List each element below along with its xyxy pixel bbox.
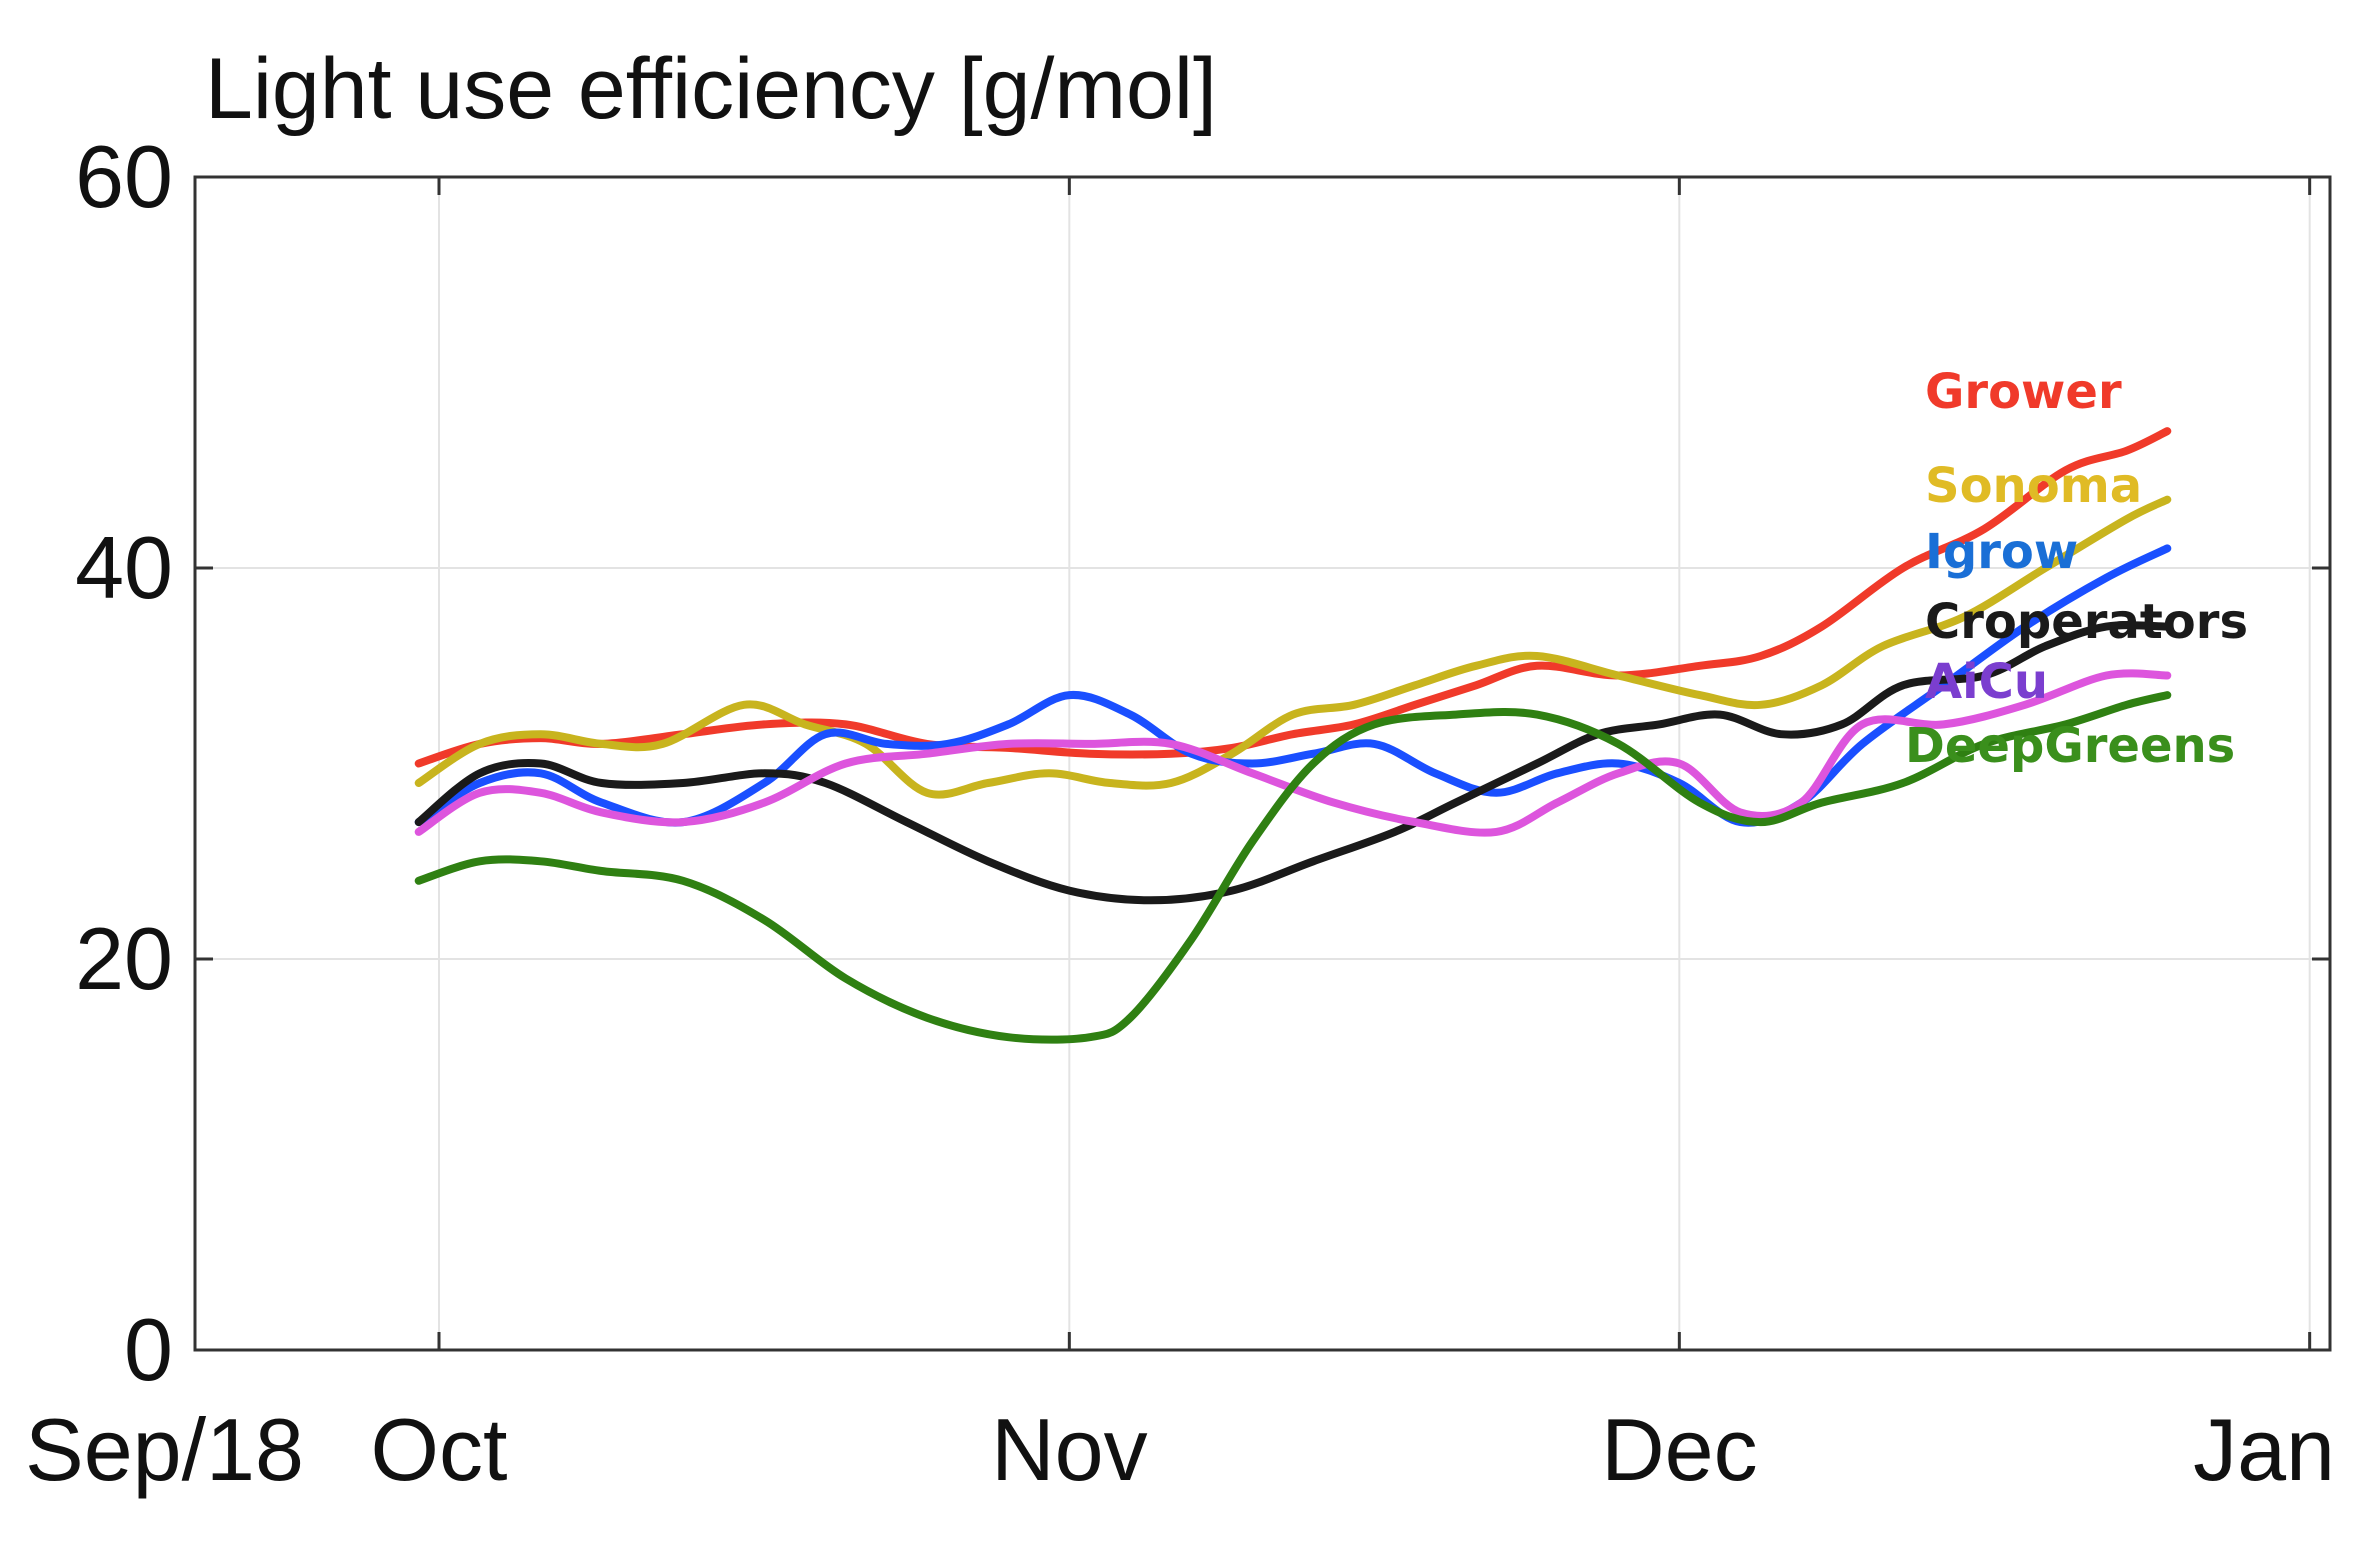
plot-frame — [193, 175, 2332, 1352]
series-lines — [414, 427, 2172, 1044]
legend-label-grower: Grower — [1925, 364, 2122, 420]
chart-title: Light use efficiency [g/mol] — [205, 41, 1217, 137]
axis-ticks: 0 20 40 60 Sep/18 Oct Nov Dec Jan — [25, 127, 2335, 1499]
series-line-aicu — [414, 669, 2172, 837]
y-tick-label: 20 — [75, 909, 173, 1008]
series-line-igrow — [414, 544, 2172, 827]
series-line-grower — [414, 427, 2172, 768]
y-tick-label: 60 — [75, 127, 173, 226]
series-line-croperators — [414, 621, 2172, 905]
legend-label-igrow: Igrow — [1925, 524, 2078, 580]
x-tick-label: Dec — [1601, 1400, 1758, 1499]
y-tick-label: 0 — [124, 1300, 173, 1399]
x-tick-label: Oct — [371, 1400, 508, 1499]
legend-label-aicu: AiCu — [1925, 654, 2048, 710]
legend-label-deepgreens: DeepGreens — [1905, 718, 2235, 774]
series-line-deepgreens — [414, 691, 2172, 1044]
x-tick-label: Jan — [2193, 1400, 2335, 1499]
y-tick-label: 40 — [75, 518, 173, 617]
x-tick-label: Sep/18 — [25, 1400, 304, 1499]
x-tick-label: Nov — [991, 1400, 1148, 1499]
legend-label-croperators: Croperators — [1925, 594, 2248, 650]
legend-label-sonoma: Sonoma — [1925, 458, 2142, 514]
series-line-sonoma — [414, 495, 2172, 799]
